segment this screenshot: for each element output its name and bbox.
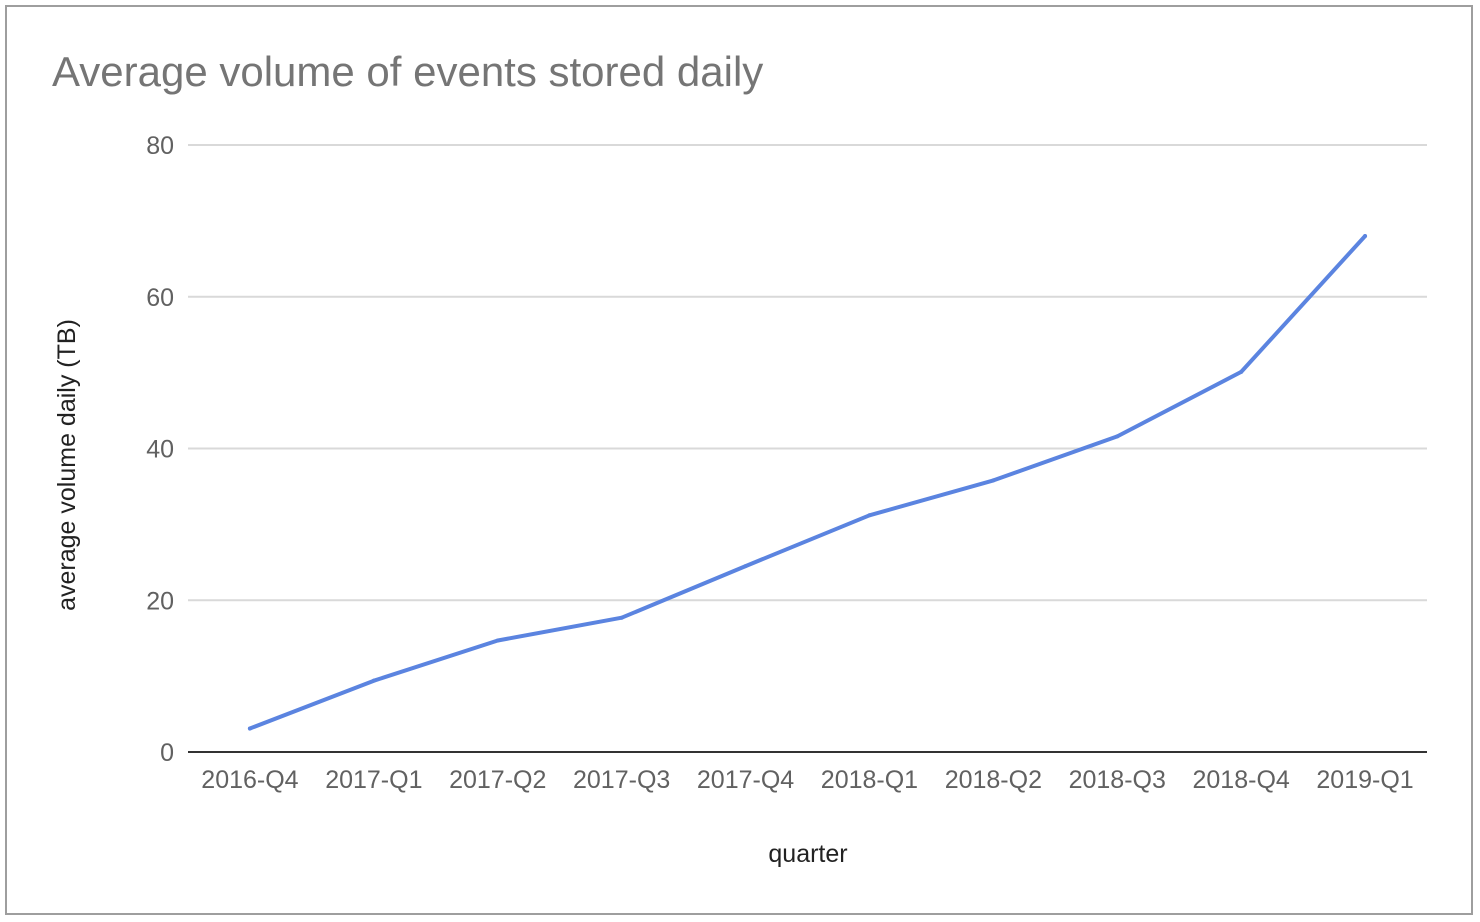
gridlines xyxy=(188,144,1427,753)
data-point xyxy=(867,513,872,518)
data-point xyxy=(991,478,996,483)
series-layer xyxy=(247,234,1368,731)
x-tick-label: 2017-Q1 xyxy=(325,766,422,794)
data-point xyxy=(743,564,748,569)
chart-frame xyxy=(5,5,1473,915)
data-point xyxy=(247,726,252,731)
x-tick-label: 2019-Q1 xyxy=(1316,766,1413,794)
data-point xyxy=(495,638,500,643)
y-tick-label: 40 xyxy=(146,436,174,464)
x-tick-label: 2016-Q4 xyxy=(201,766,298,794)
y-axis-ticks: 0 20 40 60 80 xyxy=(146,132,174,767)
data-point xyxy=(619,615,624,620)
y-tick-label: 60 xyxy=(146,284,174,312)
x-tick-label: 2018-Q3 xyxy=(1069,766,1166,794)
x-tick-label: 2018-Q4 xyxy=(1193,766,1290,794)
x-axis-ticks: 2016-Q4 2017-Q1 2017-Q2 2017-Q3 2017-Q4 2018-… xyxy=(201,766,1413,794)
y-tick-label: 80 xyxy=(146,132,174,160)
x-tick-label: 2017-Q3 xyxy=(573,766,670,794)
data-point xyxy=(1363,234,1368,239)
x-tick-label: 2018-Q2 xyxy=(945,766,1042,794)
data-point xyxy=(1115,434,1120,439)
y-tick-label: 20 xyxy=(146,587,174,615)
series-line xyxy=(247,234,1367,731)
data-point xyxy=(371,678,376,683)
data-point xyxy=(1239,369,1244,374)
x-axis-title: quarter xyxy=(768,840,847,868)
x-tick-label: 2017-Q2 xyxy=(449,766,546,794)
y-axis-title: average volume daily (TB) xyxy=(53,319,81,611)
x-tick-label: 2017-Q4 xyxy=(697,766,794,794)
chart-title: Average volume of events stored daily xyxy=(52,48,764,95)
x-tick-label: 2018-Q1 xyxy=(821,766,918,794)
y-tick-label: 0 xyxy=(160,739,174,767)
